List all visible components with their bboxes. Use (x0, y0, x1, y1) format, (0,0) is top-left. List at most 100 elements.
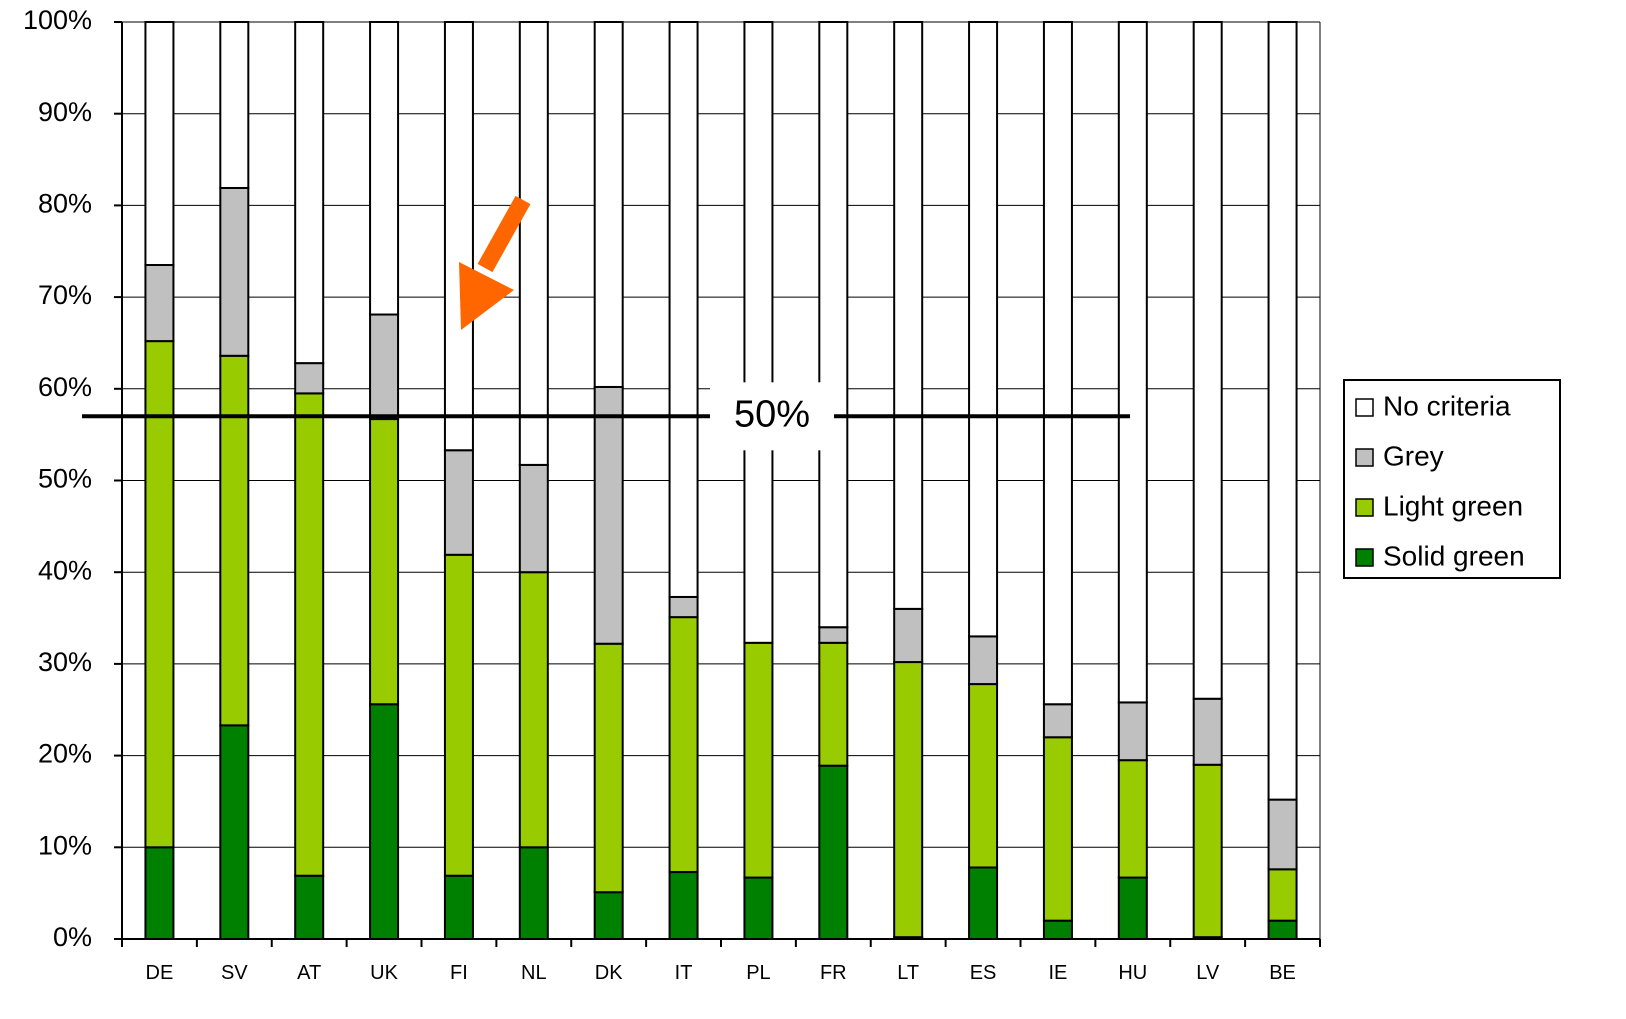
x-tick-label: LV (1196, 962, 1220, 984)
bar-segment-no-criteria (144, 21, 175, 267)
y-tick-label: 40% (38, 555, 92, 585)
legend: No criteria Grey Light green Solid green (1343, 379, 1561, 579)
y-axis: 0% 10% 20% 30% 40% 50% 60% 70% 80% 90% 100% (23, 5, 123, 952)
bar-segment-solid-green (369, 703, 400, 940)
x-tick-label: HU (1118, 962, 1147, 984)
bars (144, 21, 1298, 941)
bar-segment-grey (1192, 697, 1223, 766)
y-tick-label: 60% (38, 372, 92, 402)
bar-segment-no-criteria (818, 21, 849, 629)
bar-segment-grey (818, 626, 849, 644)
bar-segment-no-criteria (593, 21, 624, 388)
bar-segment-grey (668, 595, 699, 619)
bar-segment-no-criteria (518, 21, 549, 466)
bar-segment-grey (518, 463, 549, 574)
bar-segment-solid-green (144, 846, 175, 940)
arrow-head (459, 262, 514, 330)
bar-segment-grey (1042, 703, 1073, 739)
bar-segment-no-criteria (893, 21, 924, 610)
bar-segment-solid-green (518, 846, 549, 940)
legend-label: Grey (1383, 440, 1444, 471)
legend-swatch (1355, 448, 1374, 467)
bar-segment-no-criteria (1267, 21, 1298, 801)
y-tick-label: 70% (38, 280, 92, 310)
x-tick-label: FR (820, 962, 847, 984)
bar-segment-grey (443, 449, 474, 556)
x-tick-label: SV (221, 962, 248, 984)
bar-segment-no-criteria (668, 21, 699, 598)
y-tick-label: 90% (38, 97, 92, 127)
bar-segment-no-criteria (294, 21, 325, 365)
arrow-shaft (477, 195, 531, 273)
bar-segment-grey (219, 186, 250, 357)
x-axis: DE SV AT UK FI NL DK IT PL FR LT ES IE HU LV BE (121, 938, 1321, 984)
bar-segment-grey (294, 362, 325, 395)
legend-label: No criteria (1383, 390, 1511, 421)
bar-segment-no-criteria (1192, 21, 1223, 700)
x-tick-label: NL (521, 962, 547, 984)
bar-segment-light-green (369, 418, 400, 706)
bar-segment-solid-green (968, 866, 999, 940)
legend-box (1343, 379, 1561, 579)
bar-segment-light-green (1042, 736, 1073, 922)
bar-segment-light-green (1267, 868, 1298, 922)
reference-label-background (710, 382, 834, 451)
x-tick-label: PL (746, 962, 770, 984)
bar-segment-light-green (593, 642, 624, 894)
bar-segment-no-criteria (743, 21, 774, 644)
bar-segment-no-criteria (443, 21, 474, 452)
legend-label: Solid green (1383, 540, 1525, 571)
y-tick-label: 0% (53, 922, 92, 952)
bar-segment-solid-green (818, 764, 849, 941)
bar-segment-grey (144, 264, 175, 343)
bar-segment-solid-green (1042, 919, 1073, 940)
bar-segment-light-green (968, 683, 999, 869)
bar-segment-solid-green (294, 874, 325, 940)
x-tick-label: UK (370, 962, 398, 984)
bar-segment-grey (369, 313, 400, 421)
x-tick-label: DE (146, 962, 174, 984)
y-tick-label: 50% (38, 464, 92, 494)
bar-segment-light-green (1192, 763, 1223, 939)
y-tick-label: 20% (38, 739, 92, 769)
reference-label: 50% (734, 393, 810, 435)
y-tick-label: 100% (23, 5, 92, 35)
bar-segment-grey (593, 385, 624, 645)
x-tick-label: ES (970, 962, 997, 984)
bar-segment-no-criteria (1042, 21, 1073, 706)
bar-segment-solid-green (668, 871, 699, 941)
bar-segment-solid-green (219, 724, 250, 940)
x-tick-label: LT (897, 962, 919, 984)
bar-segment-solid-green (443, 874, 474, 940)
bar-segment-light-green (1117, 759, 1148, 879)
bar-segment-solid-green (743, 876, 774, 940)
bar-segment-light-green (443, 553, 474, 877)
legend-label: Light green (1383, 490, 1523, 521)
bar-segment-grey (893, 607, 924, 664)
bar-segment-light-green (743, 641, 774, 879)
bar-segment-light-green (144, 340, 175, 849)
bar-segment-grey (1117, 701, 1148, 762)
bar-segment-light-green (818, 641, 849, 767)
bar-segment-solid-green (1267, 919, 1298, 940)
x-tick-label: IE (1048, 962, 1067, 984)
bar-segment-light-green (893, 661, 924, 939)
x-tick-label: AT (297, 962, 321, 984)
legend-swatch (1355, 548, 1374, 567)
bar-segment-grey (968, 635, 999, 686)
y-tick-label: 10% (38, 830, 92, 860)
legend-swatch (1355, 498, 1374, 517)
bar-segment-solid-green (1117, 876, 1148, 940)
y-tick-label: 30% (38, 647, 92, 677)
x-tick-label: BE (1269, 962, 1296, 984)
bar-segment-light-green (294, 392, 325, 877)
bar-segment-light-green (668, 616, 699, 874)
bar-segment-no-criteria (369, 21, 400, 316)
x-tick-label: IT (675, 962, 693, 984)
bar-segment-no-criteria (968, 21, 999, 638)
bar-segment-light-green (518, 571, 549, 849)
x-tick-label: DK (595, 962, 623, 984)
y-tick-label: 80% (38, 189, 92, 219)
legend-swatch (1355, 398, 1374, 417)
